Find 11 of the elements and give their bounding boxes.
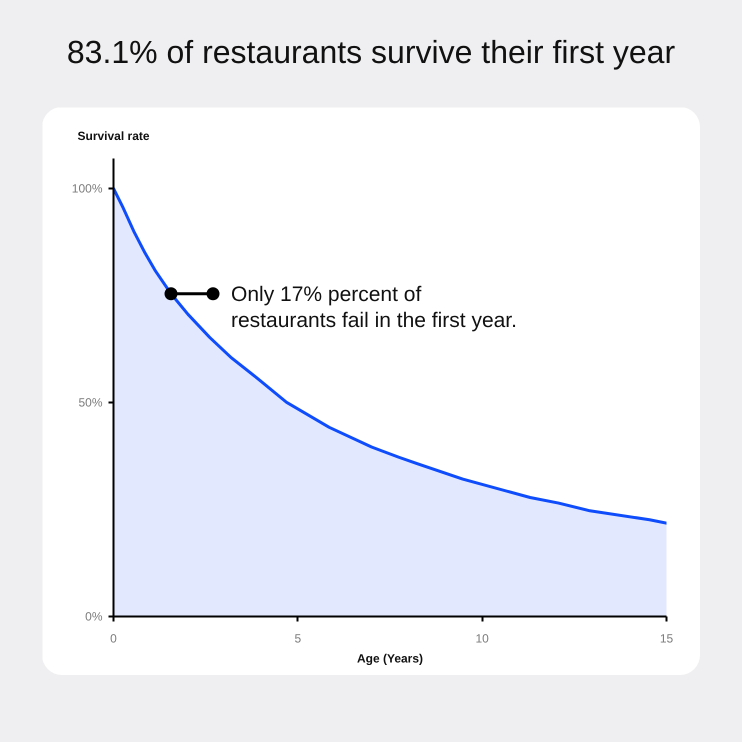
x-tick-label: 0 <box>110 632 118 646</box>
chart-title: 83.1% of restaurants survive their first year <box>66 33 676 72</box>
y-tick-label: 100% <box>72 181 103 196</box>
x-tick-label: 15 <box>660 632 674 646</box>
x-tick-label: 10 <box>475 632 490 646</box>
x-tick-label: 5 <box>294 632 302 646</box>
annotation: Only 17% percent of restaurants fail in the first year. <box>231 282 517 332</box>
y-tick-label: 0% <box>85 610 103 624</box>
x-axis-title: Age (Years) <box>356 652 424 666</box>
y-axis-title: Survival rate <box>78 129 150 143</box>
y-tick-label: 50% <box>78 395 103 410</box>
